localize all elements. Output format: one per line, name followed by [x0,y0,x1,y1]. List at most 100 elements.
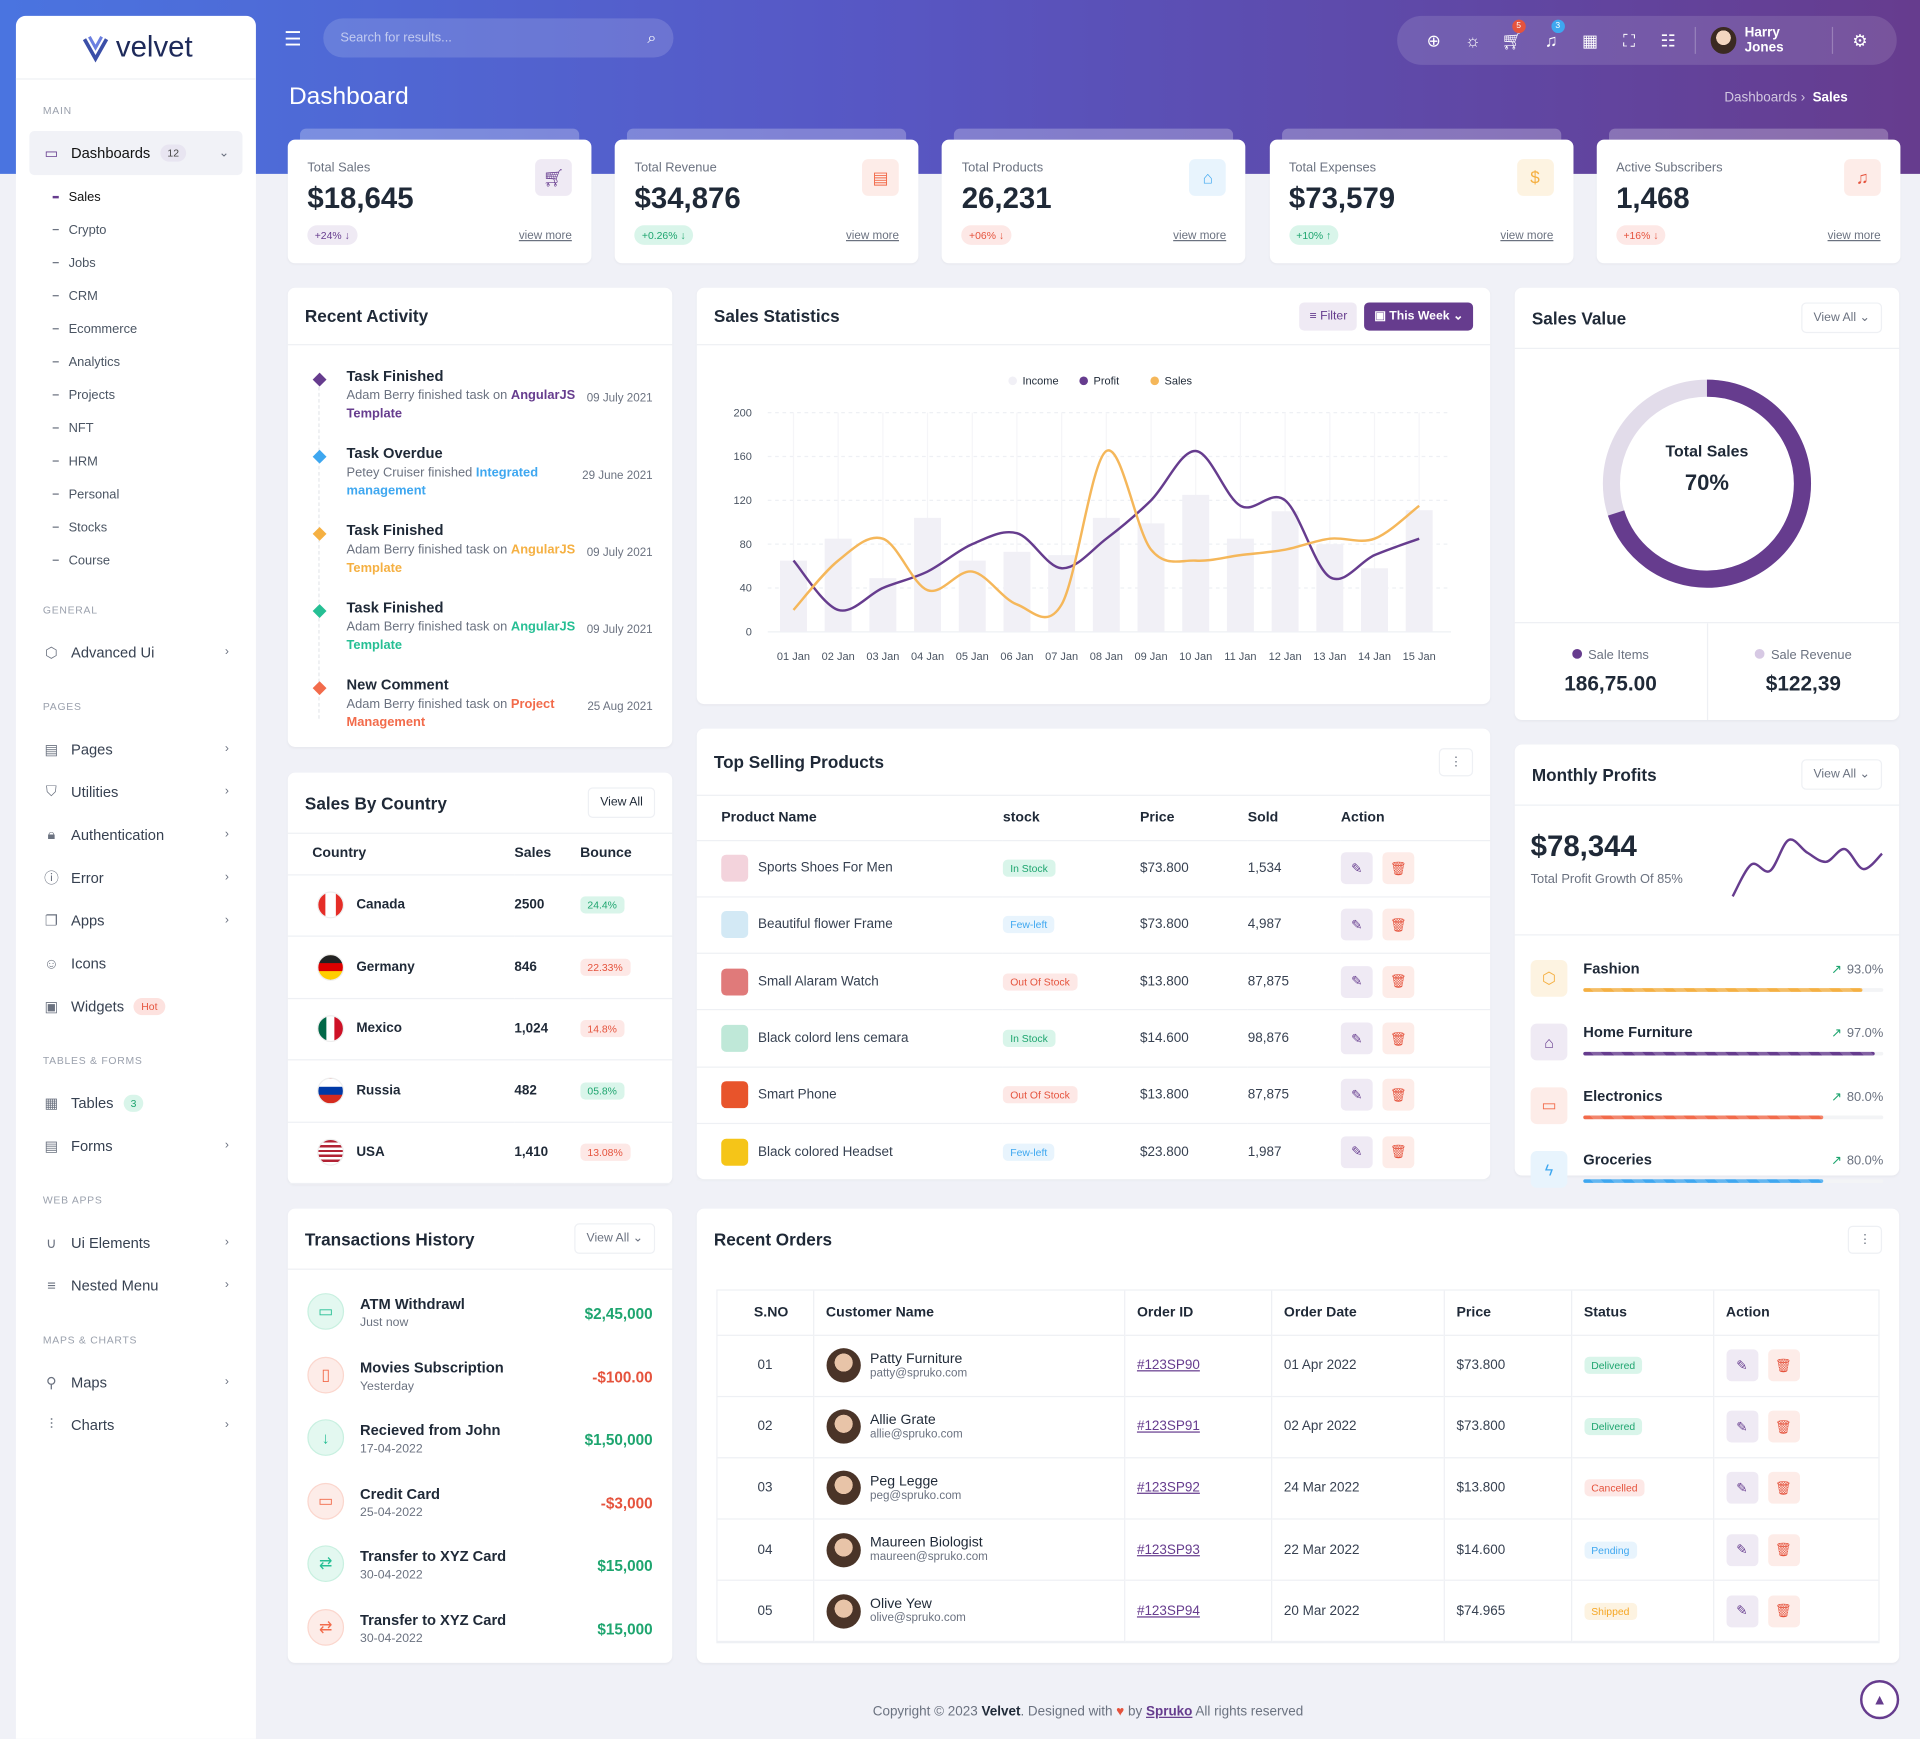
order-id-link[interactable]: #123SP92 [1136,1480,1200,1496]
bell-icon[interactable]: ♫︎ 3 [1532,19,1571,50]
edit-icon[interactable]: ✎ [1340,852,1373,885]
activity-link[interactable]: AngularJS Template [346,619,576,653]
order-id-link[interactable]: #123SP91 [1136,1419,1200,1435]
submenu-item-stocks[interactable]: Stocks [16,511,256,544]
breadcrumb-dashboards[interactable]: Dashboards [1724,90,1797,106]
submenu-item-course[interactable]: Course [16,544,256,577]
edit-icon[interactable]: ✎ [1725,1349,1758,1382]
edit-icon[interactable]: ✎ [1340,1022,1373,1055]
legend-marker [1008,376,1017,386]
trash-icon[interactable]: 🗑︎ [1382,965,1415,998]
sidebar-item-ui-elements[interactable]: ∪ Ui Elements › [16,1221,256,1264]
trash-icon[interactable]: 🗑︎ [1767,1472,1800,1505]
country-cell: USA [288,1122,515,1184]
order-id-link[interactable]: #123SP94 [1136,1603,1200,1619]
view-all-button[interactable]: View All [587,787,656,818]
sidebar-item-error[interactable]: ⓘ Error › [16,856,256,899]
edit-icon[interactable]: ✎ [1340,965,1373,998]
sidebar-item-pages[interactable]: ▤ Pages › [16,727,256,770]
trash-icon[interactable]: 🗑︎ [1767,1349,1800,1382]
globe-icon[interactable]: ⊕ [1426,30,1442,50]
view-more-link[interactable]: view more [1827,228,1881,243]
footer-text: . Designed with [1020,1704,1117,1720]
edit-icon[interactable]: ✎ [1725,1472,1758,1505]
transaction-date: 30-04-2022 [360,1631,423,1646]
submenu-item-sales[interactable]: Sales [16,180,256,213]
more-options-icon[interactable]: ⋮ [1847,1225,1883,1254]
sidebar-item-advanced-ui[interactable]: ⬡ Advanced Ui › [16,631,256,674]
table-row: 02 Allie Grate allie@spruko.com #123SP91 02 … [717,1396,1879,1458]
activity-link[interactable]: Integrated management [346,465,539,499]
edit-icon[interactable]: ✎ [1340,1135,1373,1168]
edit-icon[interactable]: ✎ [1725,1533,1758,1566]
sidebar-item-maps[interactable]: ⚲ Maps › [16,1360,256,1403]
submenu-item-analytics[interactable]: Analytics [16,345,256,378]
sidebar-item-dashboards[interactable]: ▭ Dashboards 12 ⌄ [29,131,243,176]
footer-company-link[interactable]: Spruko [1145,1704,1193,1720]
sidebar-item-tables[interactable]: ▦ Tables 3 [16,1081,256,1124]
submenu-item-hrm[interactable]: HRM [16,444,256,477]
order-id-link[interactable]: #123SP90 [1136,1358,1200,1373]
view-all-dropdown[interactable]: View All ⌄ [1801,759,1883,790]
sidebar-item-widgets[interactable]: ▣ Widgets Hot [16,984,256,1027]
edit-icon[interactable]: ✎ [1725,1410,1758,1443]
edit-icon[interactable]: ✎ [1340,909,1373,941]
trash-icon[interactable]: 🗑︎ [1382,1022,1415,1055]
view-more-link[interactable]: view more [1173,228,1227,243]
trash-icon[interactable]: 🗑︎ [1382,1079,1415,1112]
trash-icon[interactable]: 🗑︎ [1382,909,1415,941]
fullscreen-icon[interactable]: ⛶ [1623,30,1636,50]
logo[interactable]: velvet [15,16,256,80]
submenu-item-crypto[interactable]: Crypto [16,213,256,246]
period-dropdown[interactable]: ▣ This Week ⌄ [1364,301,1474,331]
view-more-link[interactable]: view more [518,228,572,243]
trash-icon[interactable]: 🗑︎ [1767,1410,1800,1443]
sidebar-item-authentication[interactable]: 🔒︎ Authentication › [16,813,256,856]
user-profile[interactable]: Harry Jones [1704,26,1825,55]
sidebar-item-charts[interactable]: ⫶ Charts › [16,1403,256,1446]
sun-icon[interactable]: ☼ [1465,30,1481,51]
activity-link[interactable]: Project Management [346,696,555,730]
edit-icon[interactable]: ✎ [1725,1595,1758,1628]
sidebar-item-apps[interactable]: ❐ Apps › [16,899,256,942]
cart-icon[interactable]: 🛒︎ 5 [1492,18,1531,51]
submenu-item-nft[interactable]: NFT [16,411,256,444]
view-more-link[interactable]: view more [845,228,900,243]
search-icon[interactable]: ⌕ [647,28,657,47]
income-bar [1003,551,1031,632]
submenu-item-personal[interactable]: Personal [16,478,256,511]
trash-icon[interactable]: 🗑︎ [1382,1135,1415,1168]
trash-icon[interactable]: 🗑︎ [1767,1533,1800,1566]
trash-icon[interactable]: 🗑︎ [1382,852,1415,885]
activity-link[interactable]: AngularJS Template [346,388,576,422]
scroll-to-top-button[interactable]: ▲ [1860,1680,1900,1720]
trash-icon[interactable]: 🗑︎ [1767,1595,1800,1628]
chevron-right-icon: › [224,1235,229,1249]
search-input[interactable] [340,30,610,46]
donut-center: Total Sales 70% [1515,442,1899,496]
top-selling-products-card: Top Selling Products ⋮ Product Name stock P… [696,728,1491,1181]
customer-email: olive@spruko.com [870,1611,966,1626]
sidebar-item-icons[interactable]: ☺ Icons [16,942,256,985]
order-id-link[interactable]: #123SP93 [1136,1542,1200,1558]
hamburger-menu-icon[interactable]: ☰ [284,29,302,51]
sidebar-item-utilities[interactable]: ⛉ Utilities › [16,770,256,813]
submenu-item-jobs[interactable]: Jobs [16,246,256,279]
arrow-down-icon: ↓ [341,228,350,242]
more-options-icon[interactable]: ⋮ [1438,747,1474,776]
view-all-dropdown[interactable]: View All ⌄ [574,1223,656,1254]
view-more-link[interactable]: view more [1500,228,1554,243]
apps-grid-icon[interactable]: ▦ [1581,30,1599,50]
activity-link[interactable]: AngularJS Template [346,542,576,576]
gear-icon[interactable]: ⚙ [1852,30,1868,50]
sidebar-item-nested-menu[interactable]: ≡ Nested Menu › [16,1264,256,1307]
filter-button[interactable]: ≡ Filter [1299,301,1358,331]
submenu-item-projects[interactable]: Projects [16,378,256,411]
country-table: Country Sales Bounce Canada 2500 24.4% Germany… [287,834,673,1184]
sidebar-item-forms[interactable]: ▤ Forms › [16,1124,256,1167]
submenu-item-ecommerce[interactable]: Ecommerce [16,312,256,345]
edit-icon[interactable]: ✎ [1340,1079,1373,1112]
submenu-item-crm[interactable]: CRM [16,279,256,312]
view-all-dropdown[interactable]: View All ⌄ [1801,302,1883,334]
sliders-icon[interactable]: ☷ [1660,30,1676,50]
